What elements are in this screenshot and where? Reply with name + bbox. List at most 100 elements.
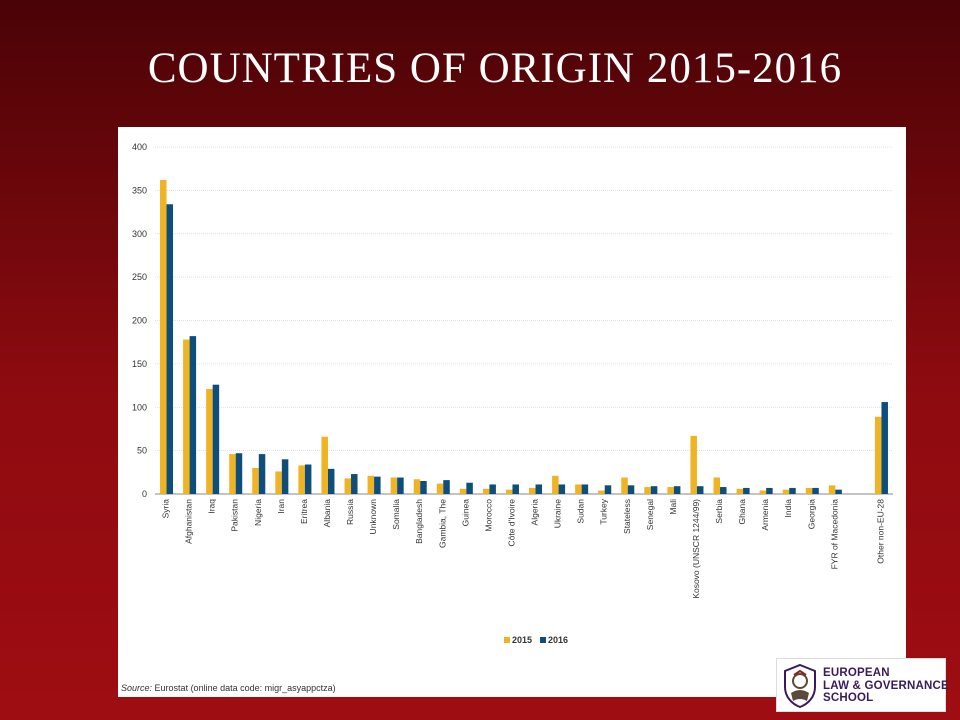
- bar-2016: [696, 486, 704, 494]
- bar-2015: [828, 485, 836, 494]
- bar-2015: [598, 490, 605, 494]
- bar-2015: [713, 477, 721, 494]
- bar-2016: [835, 489, 842, 494]
- x-tick-label: FYR of Macedonia: [829, 499, 839, 570]
- slide-title: COUNTRIES OF ORIGIN 2015-2016: [147, 45, 843, 92]
- x-tick-label: Mali: [668, 499, 678, 515]
- bar-2015: [644, 487, 651, 494]
- x-tick-label: Turkey: [599, 498, 609, 524]
- x-tick-label: Algeria: [530, 499, 540, 526]
- bar-2016: [673, 486, 681, 494]
- bar-2015: [298, 465, 305, 494]
- bar-2016: [351, 474, 358, 494]
- bar-2016: [258, 454, 266, 494]
- x-tick-label: Stateless: [622, 499, 632, 534]
- x-tick-label: Syria: [161, 499, 171, 519]
- bar-2015: [183, 339, 190, 494]
- school-logo: EUROPEAN LAW & GOVERNANCE SCHOOL: [776, 658, 949, 712]
- x-tick-label: Pakistan: [230, 499, 240, 532]
- source-label: Source:: [121, 683, 153, 693]
- bar-2015: [621, 477, 628, 494]
- x-tick-label: Iraq: [207, 499, 217, 514]
- bar-2015: [759, 490, 767, 494]
- bar-chart: 0 50 100 150 200 250 300 350 400 Syria Afghanistan…: [132, 142, 893, 645]
- x-tick-label: India: [783, 499, 793, 518]
- bar-2015: [782, 489, 790, 494]
- bar-2016: [650, 486, 658, 494]
- bar-2016: [212, 384, 220, 494]
- bar-2015: [482, 488, 490, 494]
- x-tick-label: Nigeria: [253, 499, 263, 526]
- bar-2015: [459, 488, 467, 494]
- bar-2015: [160, 179, 167, 494]
- bar-2016: [189, 336, 197, 494]
- logo-emblem-icon: [784, 663, 816, 709]
- x-tick-label: Albania: [322, 499, 332, 528]
- bar-2016: [720, 487, 727, 494]
- legend-label-2016: 2016: [548, 635, 568, 645]
- bar-2015: [690, 435, 697, 494]
- bar-2016: [627, 485, 635, 494]
- y-tick-label: 0: [142, 489, 147, 499]
- x-tick-label: Bangladesh: [414, 499, 424, 544]
- y-tick-label: 250: [132, 272, 147, 282]
- x-tick-label: Morocco: [483, 499, 493, 532]
- bar-2015: [275, 471, 282, 494]
- bar-2015: [413, 479, 421, 494]
- bar-2015: [805, 487, 813, 494]
- bar-2016: [743, 487, 750, 494]
- x-tick-label: Senegal: [645, 499, 655, 530]
- bar-2015: [529, 487, 536, 494]
- bar-2015: [252, 467, 259, 494]
- x-tick-label: Eritrea: [299, 499, 309, 524]
- bar-2016: [489, 484, 496, 494]
- bar-2016: [581, 484, 589, 494]
- bar-2016: [397, 477, 404, 494]
- x-tick-label: Guinea: [460, 499, 470, 527]
- bar-2016: [558, 484, 566, 494]
- bar-2015: [344, 478, 352, 494]
- x-tick-label: Armenia: [760, 499, 770, 531]
- bar-2016: [304, 464, 312, 494]
- legend-swatch-2016: [540, 637, 546, 643]
- source-text: Eurostat (online data code: migr_asyappc…: [154, 683, 336, 693]
- bar-2016: [235, 453, 243, 494]
- y-tick-label: 350: [132, 185, 147, 195]
- bar-2015: [206, 389, 213, 494]
- x-tick-label: Gambia, The: [437, 499, 447, 548]
- bar-2016: [881, 402, 888, 494]
- x-tick-label: Ukraine: [553, 499, 563, 529]
- x-tick-label: Serbia: [714, 499, 724, 524]
- y-tick-label: 100: [132, 402, 147, 412]
- bar-2016: [789, 487, 796, 494]
- bar-2016: [812, 487, 819, 494]
- x-tick-label: Ghana: [737, 499, 747, 525]
- x-tick-label: Russia: [345, 499, 355, 525]
- bar-2016: [281, 459, 289, 494]
- bar-2016: [374, 476, 381, 494]
- bar-2015: [667, 487, 674, 494]
- x-tick-label: Iran: [276, 499, 286, 514]
- x-tick-label: Sudan: [576, 499, 586, 524]
- logo-text: EUROPEAN LAW & GOVERNANCE SCHOOL: [823, 667, 949, 705]
- x-tick-label: Georgia: [806, 499, 816, 530]
- x-tick-label: Côte d'Ivoire: [506, 499, 516, 547]
- legend-swatch-2015: [504, 637, 510, 643]
- logo-line-2: LAW & GOVERNANCE: [823, 679, 949, 692]
- chart-panel: 0 50 100 150 200 250 300 350 400 Syria Afghanistan…: [118, 127, 906, 697]
- x-tick-label: Kosovo (UNSCR 1244/99): [691, 499, 701, 599]
- bar-2015: [229, 454, 236, 494]
- bar-2016: [512, 484, 519, 494]
- bar-2015: [505, 489, 513, 494]
- y-tick-label: 50: [137, 446, 147, 456]
- bar-2016: [466, 482, 473, 494]
- source-note: Source: Eurostat (online data code: migr…: [121, 683, 336, 693]
- y-tick-label: 200: [132, 316, 147, 326]
- y-tick-label: 300: [132, 229, 147, 239]
- logo-line-3: SCHOOL: [823, 692, 874, 704]
- bar-2015: [321, 436, 328, 494]
- bar-2015: [575, 484, 582, 494]
- bar-2016: [327, 468, 335, 494]
- bar-2015: [367, 475, 375, 494]
- bar-2016: [443, 480, 450, 494]
